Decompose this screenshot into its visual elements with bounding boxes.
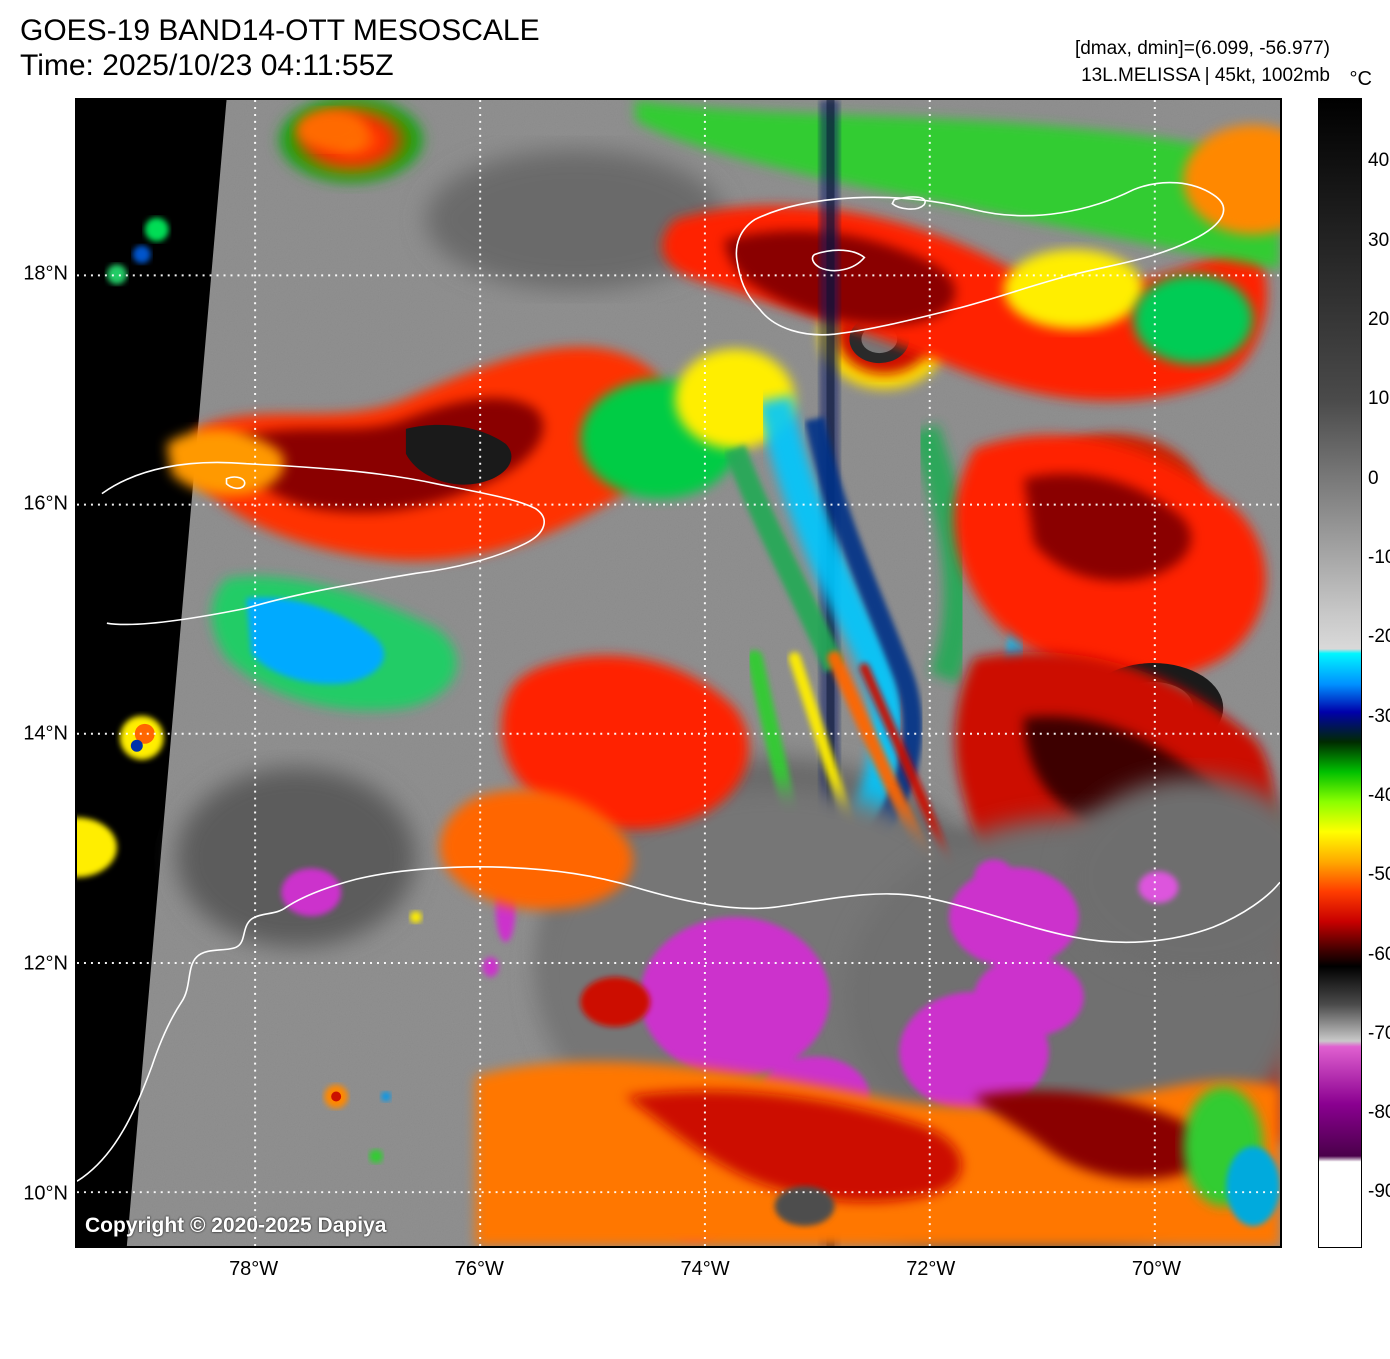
colorbar-tick--10: -10: [1368, 547, 1390, 569]
xaxis-tick-1: 76°W: [455, 1258, 504, 1281]
xaxis-tick-3: 72°W: [906, 1258, 955, 1281]
colorbar-tick-10: 10: [1368, 388, 1389, 410]
xaxis-tick-4: 70°W: [1132, 1258, 1181, 1281]
yaxis-tick-0: 18°N: [8, 262, 68, 285]
colorbar-tick--70: -70: [1368, 1023, 1390, 1045]
yaxis-tick-2: 14°N: [8, 722, 68, 745]
copyright-label: Copyright © 2020-2025 Dapiya: [85, 1214, 386, 1238]
satellite-image-panel[interactable]: Copyright © 2020-2025 Dapiya: [75, 98, 1282, 1248]
storm-info-label: 13L.MELISSA | 45kt, 1002mb: [1075, 63, 1330, 90]
xaxis-tick-0: 78°W: [229, 1258, 278, 1281]
colorbar-widget[interactable]: [1318, 98, 1362, 1248]
timestamp-title: Time: 2025/10/23 04:11:55Z: [20, 49, 540, 84]
storm-info-block: [dmax, dmin]=(6.099, -56.977) 13L.MELISS…: [1075, 36, 1330, 89]
colorbar-tick--80: -80: [1368, 1102, 1390, 1124]
colorbar-tick-0: 0: [1368, 468, 1379, 490]
dmax-dmin-label: [dmax, dmin]=(6.099, -56.977): [1075, 36, 1330, 63]
colorbar-gradient-svg: [1318, 98, 1362, 1248]
xaxis-tick-2: 74°W: [680, 1258, 729, 1281]
colorbar-tick--60: -60: [1368, 944, 1390, 966]
colorbar-fill[interactable]: [1318, 98, 1362, 1248]
satellite-imagery: [77, 100, 1280, 1246]
colorbar-tick--20: -20: [1368, 626, 1390, 648]
yaxis-tick-3: 12°N: [8, 952, 68, 975]
yaxis-tick-4: 10°N: [8, 1182, 68, 1205]
colorbar-tick--50: -50: [1368, 864, 1390, 886]
main-title: GOES-19 BAND14-OTT MESOSCALE: [20, 14, 540, 49]
colorbar-tick--30: -30: [1368, 706, 1390, 728]
colorbar-tick-30: 30: [1368, 230, 1389, 252]
unit-label: °C: [1350, 68, 1372, 91]
colorbar-tick-20: 20: [1368, 309, 1389, 331]
colorbar-tick-40: 40: [1368, 150, 1389, 172]
header-title-block: GOES-19 BAND14-OTT MESOSCALE Time: 2025/…: [20, 14, 540, 83]
yaxis-tick-1: 16°N: [8, 492, 68, 515]
colorbar-tick--90: -90: [1368, 1181, 1390, 1203]
colorbar-tick--40: -40: [1368, 785, 1390, 807]
